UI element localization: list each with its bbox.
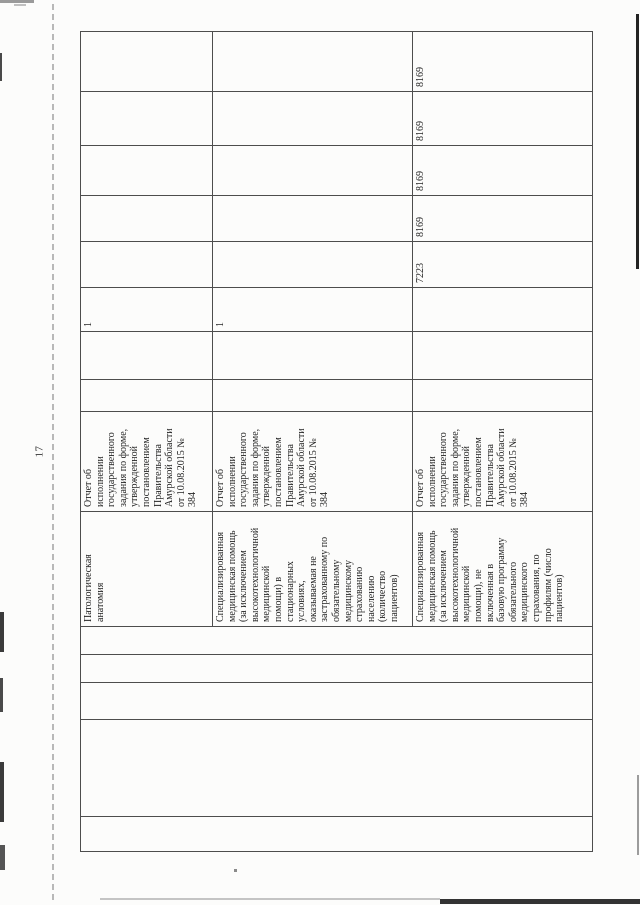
table-cell — [212, 195, 413, 242]
table-cell — [80, 145, 213, 196]
table-cell — [80, 31, 213, 92]
table-cell — [212, 145, 413, 196]
scan-artifact — [0, 53, 2, 81]
page-number: 17 — [33, 445, 46, 458]
table-cell — [80, 654, 593, 683]
cell-value: 8169 — [412, 145, 593, 196]
cell-report-reference: Отчет об исполнении государственного зад… — [412, 411, 593, 512]
table-row: Патологическая анатомия Отчет об исполне… — [80, 31, 593, 852]
scan-artifact — [637, 775, 639, 855]
table-cell — [212, 91, 413, 146]
cell-value: 1 — [212, 287, 413, 332]
table-cell — [80, 682, 593, 720]
rotated-table-container: Патологическая анатомия Отчет об исполне… — [80, 31, 593, 852]
cell-service-name: Специализированная медицинская помощь (з… — [212, 511, 413, 627]
table-cell — [412, 331, 593, 380]
table-cell — [212, 379, 413, 412]
table-cell — [212, 331, 413, 380]
table-cell — [80, 626, 593, 655]
scan-artifact — [234, 869, 237, 872]
table-cell — [80, 816, 593, 852]
scan-artifact — [636, 14, 639, 269]
cell-service-name: Патологическая анатомия — [80, 511, 213, 627]
table-cell — [212, 31, 413, 92]
scan-artifact — [100, 898, 440, 900]
cell-value: 1 — [80, 287, 213, 332]
cell-value: 8169 — [412, 31, 593, 92]
report-table: Патологическая анатомия Отчет об исполне… — [80, 31, 593, 852]
scan-artifact — [0, 678, 3, 712]
scan-artifact — [0, 762, 4, 822]
fold-line — [52, 4, 54, 900]
scan-artifact — [0, 845, 5, 870]
table-cell — [80, 379, 213, 412]
cell-value: 8169 — [412, 91, 593, 146]
table-cell — [80, 241, 213, 288]
scan-artifact — [0, 0, 34, 3]
cell-value: 8169 — [412, 195, 593, 242]
table-cell — [412, 379, 593, 412]
table-cell — [80, 195, 213, 242]
table-cell — [412, 287, 593, 332]
scan-artifact — [0, 612, 4, 652]
table-cell — [80, 91, 213, 146]
cell-report-reference: Отчет об исполнении государственного зад… — [80, 411, 213, 512]
table-cell — [80, 719, 593, 817]
cell-value: 7223 — [412, 241, 593, 288]
table-cell — [80, 331, 213, 380]
table-cell — [212, 241, 413, 288]
cell-service-name: Специализированная медицинская помощь (з… — [412, 511, 593, 627]
cell-report-reference: Отчет об исполнении государственного зад… — [212, 411, 413, 512]
scan-artifact — [14, 4, 26, 6]
scan-artifact — [440, 899, 640, 904]
